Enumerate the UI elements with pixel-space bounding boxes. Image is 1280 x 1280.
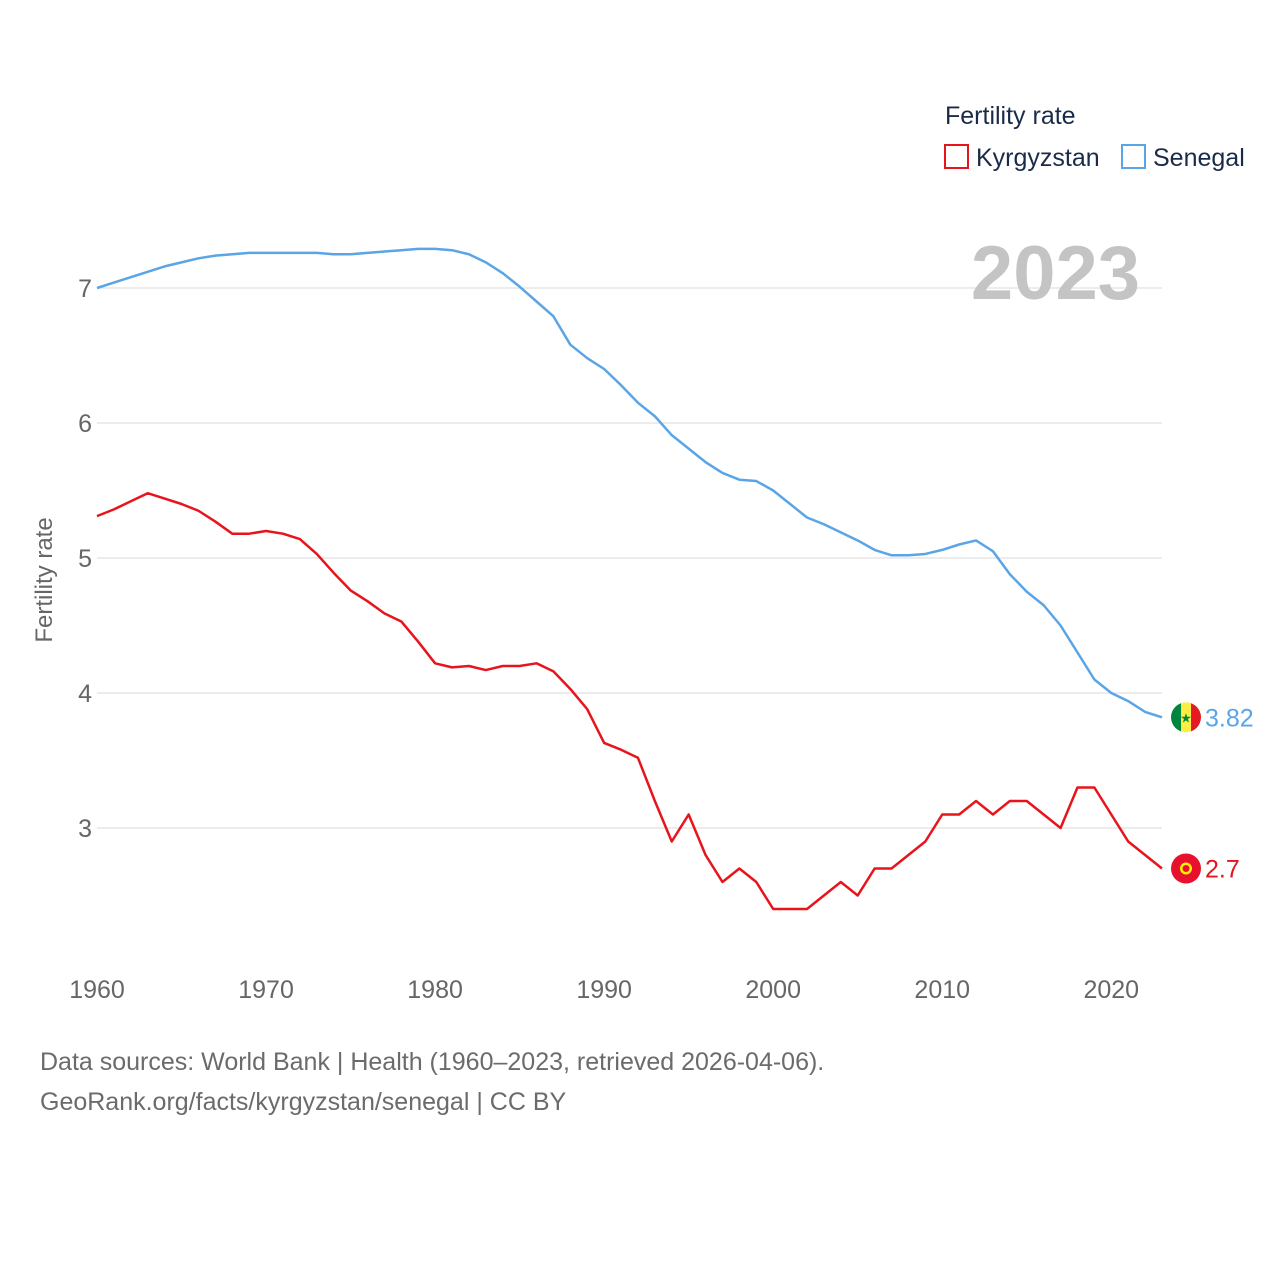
- gridlines: [97, 287, 1162, 829]
- y-tick-label: 6: [78, 410, 92, 438]
- y-axis-label: Fertility rate: [31, 517, 58, 642]
- senegal-flag-icon: ★: [1171, 702, 1201, 733]
- series-endpoints: 2.7 ★ 3.82: [1171, 702, 1254, 884]
- y-tick-label: 5: [78, 545, 92, 573]
- series-lines: [96, 247, 1163, 911]
- kyrgyzstan-flag-icon: [1171, 853, 1201, 884]
- x-tick-label: 2000: [745, 976, 801, 1004]
- legend-title: Fertility rate: [945, 102, 1076, 130]
- legend-swatch-kyrgyzstan[interactable]: [944, 144, 969, 169]
- end-value-label-senegal: 3.82: [1205, 704, 1254, 732]
- y-tick-label: 3: [78, 815, 92, 843]
- end-value-label-kyrgyzstan: 2.7: [1205, 856, 1240, 884]
- chart-footer: Data sources: World Bank | Health (1960–…: [40, 1042, 824, 1122]
- x-tick-label: 1990: [576, 976, 632, 1004]
- x-tick-label: 1970: [238, 976, 294, 1004]
- legend-label-senegal[interactable]: Senegal: [1153, 144, 1245, 172]
- x-tick-label: 2020: [1083, 976, 1139, 1004]
- year-badge: 2023: [971, 231, 1140, 316]
- legend: Fertility rate Kyrgyzstan Senegal: [944, 102, 1245, 172]
- attribution-link[interactable]: GeoRank.org/facts/kyrgyzstan/senegal | C…: [40, 1088, 567, 1116]
- legend-swatch-senegal[interactable]: [1121, 144, 1146, 169]
- data-source-note: Data sources: World Bank | Health (1960–…: [40, 1048, 825, 1076]
- svg-text:★: ★: [1180, 711, 1192, 726]
- x-tick-label: 1980: [407, 976, 463, 1004]
- series-line-senegal[interactable]: [96, 247, 1163, 719]
- y-axis-ticks: 3 4 5 6 7: [78, 275, 92, 843]
- series-line-kyrgyzstan[interactable]: [96, 491, 1163, 911]
- x-axis-ticks: 1960 1970 1980 1990 2000 2010 2020: [69, 976, 1139, 1004]
- x-tick-label: 1960: [69, 976, 125, 1004]
- legend-label-kyrgyzstan[interactable]: Kyrgyzstan: [976, 144, 1100, 172]
- y-tick-label: 7: [78, 275, 92, 303]
- y-tick-label: 4: [78, 680, 92, 708]
- x-tick-label: 2010: [914, 976, 970, 1004]
